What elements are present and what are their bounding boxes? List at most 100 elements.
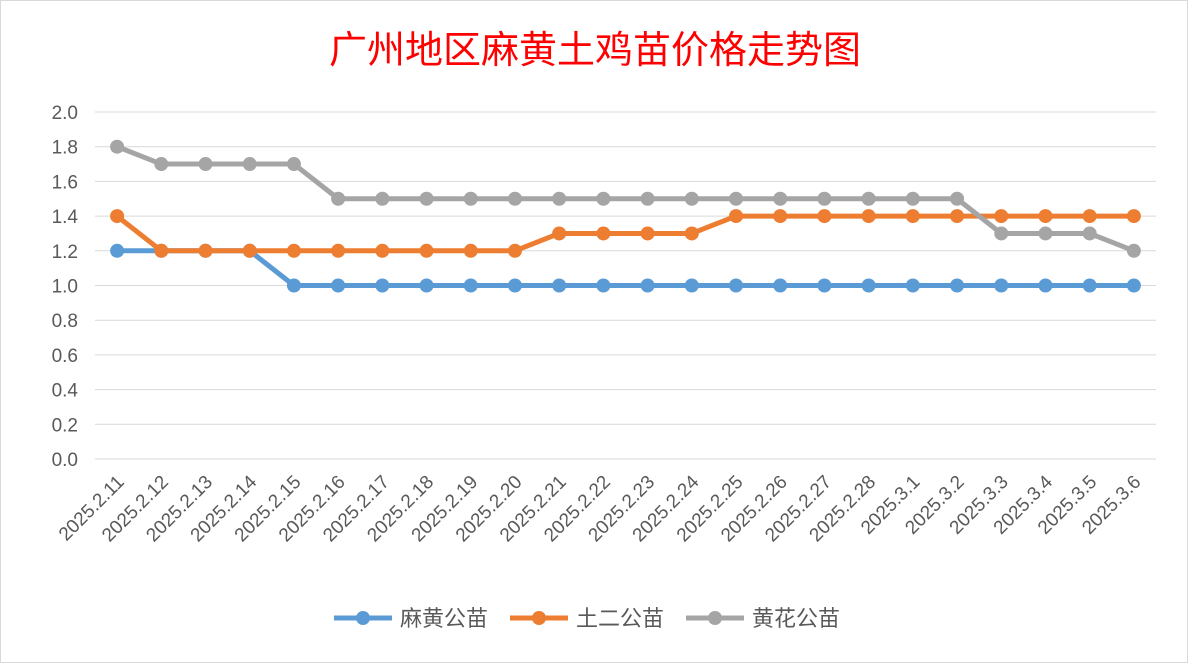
data-point[interactable] [198, 157, 213, 172]
data-point[interactable] [729, 278, 744, 293]
data-point[interactable] [419, 191, 434, 206]
series-line [114, 248, 1137, 288]
y-tick-label: 2.0 [52, 103, 78, 124]
y-tick-label: 1.4 [52, 207, 79, 228]
series-3 [110, 139, 1141, 258]
data-point[interactable] [552, 226, 567, 241]
data-point[interactable] [331, 278, 346, 293]
data-point[interactable] [861, 209, 876, 224]
y-tick-label: 0.6 [52, 346, 78, 367]
data-point[interactable] [286, 278, 301, 293]
data-point[interactable] [684, 226, 699, 241]
legend-swatch-marker [356, 611, 370, 625]
data-point[interactable] [154, 157, 169, 172]
legend-item[interactable]: 麻黄公苗 [334, 607, 488, 632]
y-tick-label: 0.0 [52, 450, 78, 471]
data-point[interactable] [286, 243, 301, 258]
x-axis-tick-labels: 2025.2.112025.2.122025.2.132025.2.142025… [55, 471, 1145, 546]
data-point[interactable] [817, 209, 832, 224]
data-point[interactable] [1082, 209, 1097, 224]
data-point[interactable] [242, 157, 257, 172]
data-point[interactable] [596, 226, 611, 241]
y-tick-label: 0.4 [52, 381, 79, 402]
data-point[interactable] [817, 278, 832, 293]
y-tick-label: 1.2 [52, 242, 78, 263]
data-point[interactable] [331, 191, 346, 206]
legend-item[interactable]: 黄花公苗 [686, 607, 840, 632]
data-point[interactable] [729, 191, 744, 206]
data-point[interactable] [905, 278, 920, 293]
data-point[interactable] [463, 278, 478, 293]
data-point[interactable] [773, 191, 788, 206]
y-axis-tick-labels: 0.0 0.2 0.4 0.6 0.8 1.0 1.2 1.4 1.6 1.8 2.0 [52, 103, 79, 471]
series-2 [110, 209, 1141, 258]
data-point[interactable] [950, 209, 965, 224]
y-tick-label: 0.2 [52, 415, 78, 436]
data-point[interactable] [419, 278, 434, 293]
data-point[interactable] [729, 209, 744, 224]
data-point[interactable] [773, 278, 788, 293]
y-tick-label: 1.6 [52, 172, 78, 193]
data-point[interactable] [1126, 209, 1141, 224]
data-point[interactable] [286, 157, 301, 172]
data-point[interactable] [817, 191, 832, 206]
data-point[interactable] [905, 209, 920, 224]
data-point[interactable] [950, 278, 965, 293]
data-point[interactable] [552, 278, 567, 293]
data-point[interactable] [640, 226, 655, 241]
data-point[interactable] [1038, 209, 1053, 224]
data-point[interactable] [905, 191, 920, 206]
legend-label: 黄花公苗 [752, 607, 840, 632]
data-point[interactable] [463, 243, 478, 258]
data-point[interactable] [507, 243, 522, 258]
legend[interactable]: 麻黄公苗 土二公苗 黄花公苗 [334, 607, 840, 632]
data-point[interactable] [1038, 278, 1053, 293]
data-point[interactable] [861, 191, 876, 206]
data-point[interactable] [684, 278, 699, 293]
data-point[interactable] [596, 191, 611, 206]
data-point[interactable] [110, 209, 125, 224]
series-lines [110, 139, 1141, 293]
data-point[interactable] [1082, 226, 1097, 241]
data-point[interactable] [154, 243, 169, 258]
data-point[interactable] [640, 191, 655, 206]
legend-label: 麻黄公苗 [400, 607, 488, 632]
data-point[interactable] [861, 278, 876, 293]
data-point[interactable] [552, 191, 567, 206]
data-point[interactable] [110, 139, 125, 154]
data-point[interactable] [331, 243, 346, 258]
legend-label: 土二公苗 [576, 607, 664, 632]
data-point[interactable] [463, 191, 478, 206]
chart-title: 广州地区麻黄土鸡苗价格走势图 [329, 28, 861, 72]
series-1 [110, 243, 1141, 293]
legend-item[interactable]: 土二公苗 [510, 607, 664, 632]
data-point[interactable] [950, 191, 965, 206]
y-tick-label: 0.8 [52, 311, 78, 332]
legend-swatch-marker [708, 611, 722, 625]
data-point[interactable] [507, 278, 522, 293]
legend-swatch-marker [532, 611, 546, 625]
data-point[interactable] [596, 278, 611, 293]
data-point[interactable] [994, 278, 1009, 293]
data-point[interactable] [375, 191, 390, 206]
data-point[interactable] [110, 243, 125, 258]
data-point[interactable] [375, 278, 390, 293]
data-point[interactable] [994, 226, 1009, 241]
data-point[interactable] [640, 278, 655, 293]
data-point[interactable] [994, 209, 1009, 224]
series-line [114, 144, 1137, 254]
data-point[interactable] [1126, 278, 1141, 293]
data-point[interactable] [198, 243, 213, 258]
data-point[interactable] [1038, 226, 1053, 241]
y-tick-label: 1.0 [52, 277, 78, 298]
data-point[interactable] [375, 243, 390, 258]
data-point[interactable] [684, 191, 699, 206]
data-point[interactable] [419, 243, 434, 258]
data-point[interactable] [1082, 278, 1097, 293]
data-point[interactable] [773, 209, 788, 224]
data-point[interactable] [1126, 243, 1141, 258]
data-point[interactable] [242, 243, 257, 258]
data-point[interactable] [507, 191, 522, 206]
